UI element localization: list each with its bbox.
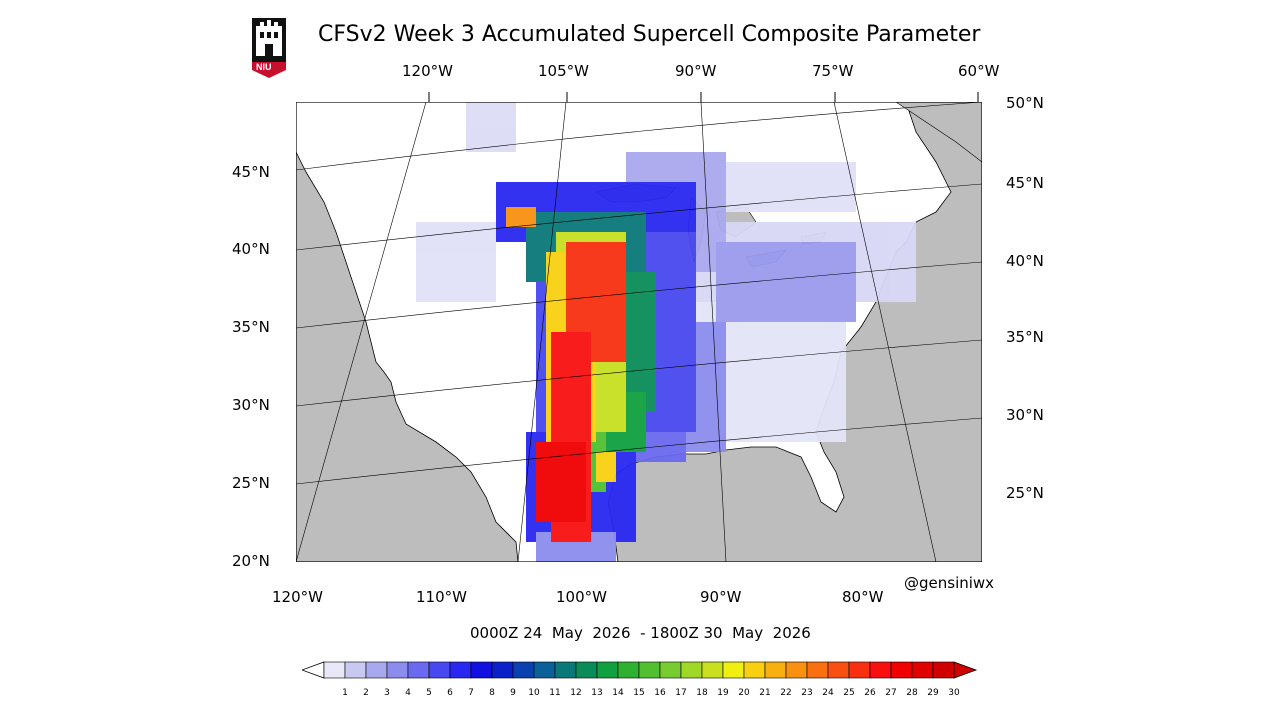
- left-lat-label: 20°N: [232, 552, 270, 570]
- colorbar-tick-label: 16: [654, 688, 666, 698]
- colorbar-swatch: [575, 661, 598, 679]
- top-lon-label: 75°W: [812, 62, 854, 80]
- colorbar-swatch: [554, 661, 577, 679]
- colorbar-tick-label: 21: [759, 688, 771, 698]
- right-lat-label: 50°N: [1006, 94, 1044, 112]
- colorbar-swatch: [764, 661, 787, 679]
- colorbar-swatch: [785, 661, 808, 679]
- colorbar-tick-label: 27: [885, 688, 897, 698]
- colorbar: [302, 661, 978, 679]
- colorbar-swatch: [491, 661, 514, 679]
- bottom-lon-label: 100°W: [556, 588, 607, 606]
- colorbar-swatch: [323, 661, 346, 679]
- credit-text: @gensiniwx: [904, 574, 995, 592]
- colorbar-swatch: [659, 661, 682, 679]
- colorbar-swatch: [911, 661, 934, 679]
- colorbar-max-arrow: [953, 661, 978, 679]
- colorbar-tick-label: 4: [405, 688, 411, 698]
- colorbar-swatch: [932, 661, 955, 679]
- map-panel: [296, 102, 982, 562]
- colorbar-tick-label: 25: [843, 688, 855, 698]
- colorbar-labels: 1 2 3 4 5 6 7 8 9 10 11 12 13 14 15 16 17 18 19 20 21 22 23 24 2…: [302, 688, 982, 702]
- logo-text: NIU: [256, 62, 272, 72]
- colorbar-swatch: [449, 661, 472, 679]
- date-range: 0000Z 24 May 2026 - 1800Z 30 May 2026: [470, 624, 811, 642]
- colorbar-tick-label: 1: [342, 688, 348, 698]
- colorbar-tick-label: 30: [948, 688, 960, 698]
- colorbar-swatch: [743, 661, 766, 679]
- colorbar-swatch: [365, 661, 388, 679]
- colorbar-swatch: [848, 661, 871, 679]
- right-lat-label: 45°N: [1006, 174, 1044, 192]
- left-lat-label: 45°N: [232, 163, 270, 181]
- colorbar-swatch: [428, 661, 451, 679]
- top-ticks: [428, 92, 979, 102]
- colorbar-tick-label: 19: [717, 688, 729, 698]
- colorbar-tick-label: 10: [528, 688, 540, 698]
- colorbar-tick-label: 6: [447, 688, 453, 698]
- left-lat-label: 30°N: [232, 396, 270, 414]
- colorbar-swatch: [890, 661, 913, 679]
- colorbar-swatch: [470, 661, 493, 679]
- colorbar-tick-label: 17: [675, 688, 687, 698]
- colorbar-tick-label: 15: [633, 688, 645, 698]
- colorbar-tick-label: 13: [591, 688, 603, 698]
- colorbar-swatch: [722, 661, 745, 679]
- bottom-lon-label: 120°W: [272, 588, 323, 606]
- colorbar-tick-label: 8: [489, 688, 495, 698]
- colorbar-swatch: [533, 661, 556, 679]
- colorbar-tick-label: 22: [780, 688, 792, 698]
- colorbar-swatch: [638, 661, 661, 679]
- colorbar-tick-label: 2: [363, 688, 369, 698]
- colorbar-tick-label: 20: [738, 688, 750, 698]
- colorbar-tick-label: 7: [468, 688, 474, 698]
- bottom-lon-label: 80°W: [842, 588, 884, 606]
- right-lat-label: 30°N: [1006, 406, 1044, 424]
- colorbar-tick-label: 24: [822, 688, 834, 698]
- colorbar-swatch: [806, 661, 829, 679]
- top-lon-label: 105°W: [538, 62, 589, 80]
- colorbar-tick-label: 12: [570, 688, 582, 698]
- colorbar-tick-label: 28: [906, 688, 918, 698]
- graticule: [296, 102, 982, 562]
- left-lat-label: 35°N: [232, 318, 270, 336]
- colorbar-tick-label: 5: [426, 688, 432, 698]
- niu-logo-icon: [252, 18, 286, 78]
- bottom-lon-label: 110°W: [416, 588, 467, 606]
- right-lat-label: 35°N: [1006, 328, 1044, 346]
- left-lat-label: 40°N: [232, 240, 270, 258]
- colorbar-swatch: [617, 661, 640, 679]
- top-lon-label: 90°W: [675, 62, 717, 80]
- right-lat-label: 40°N: [1006, 252, 1044, 270]
- colorbar-swatch: [386, 661, 409, 679]
- bottom-lon-label: 90°W: [700, 588, 742, 606]
- map-title: CFSv2 Week 3 Accumulated Supercell Compo…: [318, 22, 981, 47]
- colorbar-tick-label: 3: [384, 688, 390, 698]
- right-lat-label: 25°N: [1006, 484, 1044, 502]
- top-lon-label: 120°W: [402, 62, 453, 80]
- colorbar-swatch: [869, 661, 892, 679]
- colorbar-min-arrow: [302, 661, 325, 679]
- colorbar-swatch: [827, 661, 850, 679]
- colorbar-tick-label: 18: [696, 688, 708, 698]
- colorbar-tick-label: 23: [801, 688, 813, 698]
- colorbar-swatch: [701, 661, 724, 679]
- colorbar-tick-label: 29: [927, 688, 939, 698]
- colorbar-swatch: [407, 661, 430, 679]
- left-lat-label: 25°N: [232, 474, 270, 492]
- colorbar-swatch: [344, 661, 367, 679]
- colorbar-tick-label: 9: [510, 688, 516, 698]
- colorbar-tick-label: 14: [612, 688, 624, 698]
- top-lon-label: 60°W: [958, 62, 1000, 80]
- colorbar-swatch: [596, 661, 619, 679]
- colorbar-swatch: [680, 661, 703, 679]
- colorbar-tick-label: 11: [549, 688, 561, 698]
- colorbar-swatch: [512, 661, 535, 679]
- colorbar-tick-label: 26: [864, 688, 876, 698]
